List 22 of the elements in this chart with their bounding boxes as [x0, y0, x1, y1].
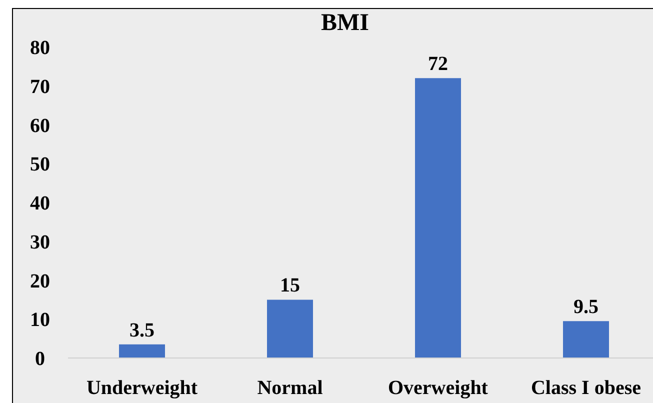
y-tick-label: 0	[35, 348, 45, 370]
y-tick-label: 80	[30, 37, 50, 60]
data-label: 72	[428, 53, 448, 76]
y-tick-label: 40	[30, 192, 50, 215]
bar	[267, 300, 313, 358]
x-tick-label: Normal	[257, 377, 324, 400]
x-tick-label: Class I obese	[530, 377, 642, 400]
y-tick-label: 30	[30, 231, 50, 254]
y-tick-label: 50	[30, 154, 50, 176]
bar	[119, 344, 165, 358]
chart-title: BMI	[320, 10, 370, 37]
bar	[563, 321, 609, 358]
bar	[415, 78, 461, 358]
data-label: 15	[280, 274, 300, 297]
x-tick-label: Overweight	[388, 377, 488, 400]
data-label: 9.5	[574, 296, 598, 318]
y-tick-label: 10	[30, 309, 50, 332]
x-tick-label: Underweight	[86, 377, 198, 400]
y-tick-label: 60	[30, 114, 50, 137]
data-label: 3.5	[130, 319, 154, 342]
y-tick-label: 20	[30, 270, 50, 292]
y-tick-label: 70	[30, 76, 50, 98]
